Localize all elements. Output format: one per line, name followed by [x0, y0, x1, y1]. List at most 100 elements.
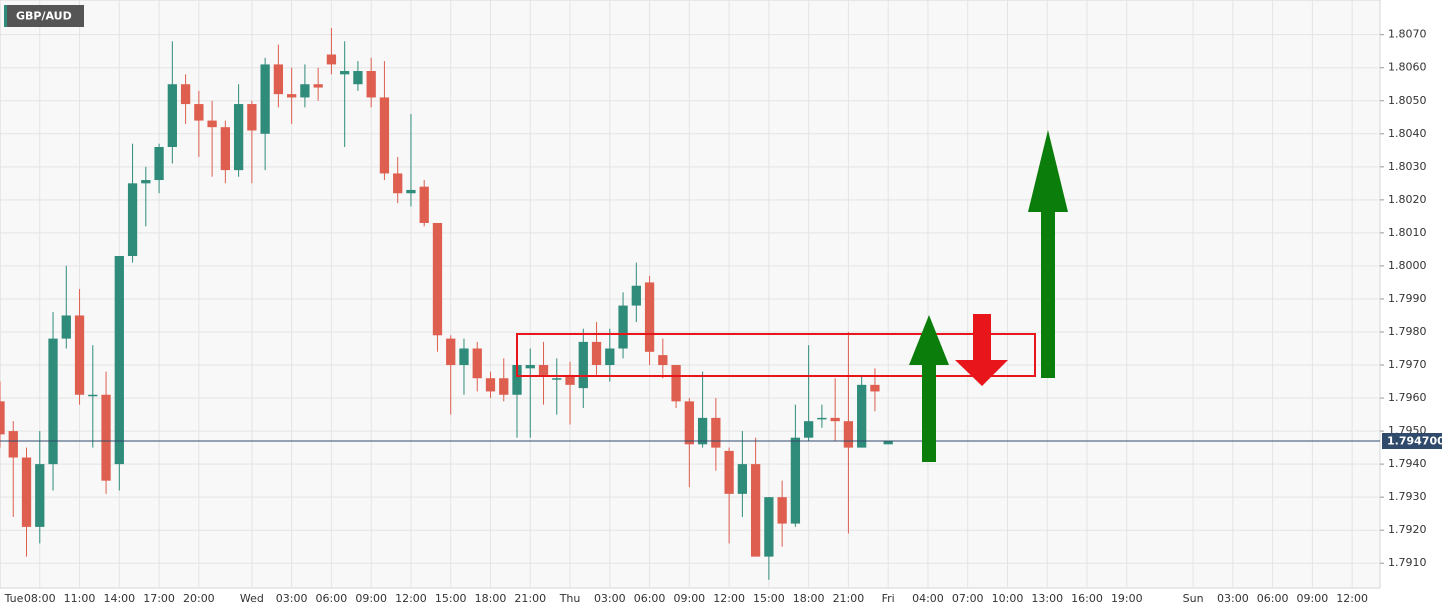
candle-body	[857, 384, 867, 448]
current-price-box	[1382, 433, 1442, 449]
x-tick-label: 11:00	[64, 592, 96, 605]
y-tick-label: 1.7940	[1388, 457, 1427, 470]
x-tick-label: 15:00	[753, 592, 785, 605]
x-tick-label: Sun	[1183, 592, 1204, 605]
candle-body	[671, 365, 681, 402]
candle-body	[48, 338, 58, 465]
candle-body	[167, 84, 177, 147]
x-tick-label: 12:00	[713, 592, 745, 605]
candle-body	[737, 464, 748, 494]
candle-body	[750, 464, 761, 557]
candle-body	[313, 84, 323, 88]
candle-body	[326, 54, 337, 65]
candle-body	[830, 417, 840, 422]
y-tick-label: 1.8000	[1388, 259, 1427, 272]
candle-body	[61, 315, 71, 339]
y-tick-label: 1.7990	[1388, 292, 1427, 305]
candle-body	[340, 71, 350, 75]
x-tick-label: 06:00	[1257, 592, 1289, 605]
candle-body	[684, 401, 694, 445]
candle-body	[88, 394, 98, 397]
candle-body	[631, 285, 641, 306]
down-arrow	[955, 314, 1008, 386]
x-tick-label: 08:00	[24, 592, 56, 605]
candle-body	[790, 437, 801, 524]
x-tick-label: 21:00	[514, 592, 546, 605]
x-tick-label: 15:00	[435, 592, 467, 605]
candle-body	[74, 315, 85, 395]
up-arrow	[909, 315, 949, 462]
candle-body	[446, 338, 456, 366]
candle-body	[406, 189, 416, 194]
y-tick-label: 1.7970	[1388, 358, 1427, 371]
candle-body	[485, 378, 496, 392]
candle-body	[127, 183, 138, 257]
x-tick-label: 12:00	[395, 592, 427, 605]
candle-body	[870, 384, 880, 392]
candle-body	[233, 104, 244, 171]
x-tick-label: 03:00	[1217, 592, 1249, 605]
candle-body	[777, 497, 787, 524]
candle-body	[287, 94, 297, 98]
chart-title: GBP/AUD	[16, 10, 72, 23]
y-tick-label: 1.8040	[1388, 127, 1427, 140]
candle-body	[207, 120, 217, 128]
candle-body	[35, 464, 45, 527]
x-tick-label: 19:00	[1111, 592, 1143, 605]
candle-body	[379, 97, 390, 174]
y-tick-label: 1.7910	[1388, 556, 1427, 569]
candle-body	[141, 180, 151, 184]
y-tick-label: 1.7960	[1388, 391, 1427, 404]
x-tick-label: 20:00	[183, 592, 215, 605]
symbol-accent	[4, 5, 7, 27]
candle-body	[605, 348, 615, 366]
x-tick-label: 09:00	[1297, 592, 1329, 605]
candle-body	[843, 421, 854, 448]
candle-body	[804, 421, 814, 438]
x-tick-label: 03:00	[276, 592, 308, 605]
y-tick-label: 1.7920	[1388, 523, 1427, 536]
y-tick-label: 1.8020	[1388, 193, 1427, 206]
candle-body	[724, 450, 734, 494]
candle-body	[180, 84, 191, 105]
x-tick-label: 17:00	[143, 592, 175, 605]
x-tick-label: 18:00	[793, 592, 825, 605]
candle-body	[565, 374, 575, 385]
x-tick-label: 14:00	[103, 592, 135, 605]
x-tick-label: 10:00	[992, 592, 1024, 605]
candle-body	[300, 84, 310, 98]
candle-body	[101, 394, 111, 481]
candle-body	[618, 305, 628, 349]
candle-body	[247, 104, 257, 131]
candle-body	[711, 417, 721, 448]
y-tick-label: 1.8070	[1388, 28, 1427, 41]
candle-body	[817, 417, 827, 420]
candle-body	[764, 497, 774, 557]
candle-body	[366, 71, 376, 98]
x-tick-label: 16:00	[1071, 592, 1103, 605]
candle-body	[472, 348, 482, 379]
candle-body	[154, 147, 164, 181]
annotations	[516, 130, 1068, 462]
plot-area	[0, 0, 1381, 589]
x-tick-label: 09:00	[355, 592, 387, 605]
x-tick-label: Tue	[4, 592, 24, 605]
candle-body	[512, 365, 522, 395]
candle-body	[432, 222, 443, 336]
x-tick-label: 09:00	[673, 592, 705, 605]
x-tick-label: 03:00	[594, 592, 626, 605]
candle-body	[419, 186, 429, 223]
x-tick-label: 18:00	[475, 592, 507, 605]
candle-body	[658, 355, 668, 366]
symbol-box	[4, 5, 84, 27]
candle-body	[591, 341, 602, 366]
candle-body	[0, 401, 5, 435]
x-tick-label: Wed	[240, 592, 264, 605]
candles	[0, 28, 1380, 580]
candle-body	[8, 431, 18, 458]
candle-body	[697, 417, 708, 445]
y-tick-label: 1.8050	[1388, 94, 1427, 107]
candle-body	[114, 256, 124, 465]
current-price-label: 1.794700	[1387, 435, 1445, 448]
